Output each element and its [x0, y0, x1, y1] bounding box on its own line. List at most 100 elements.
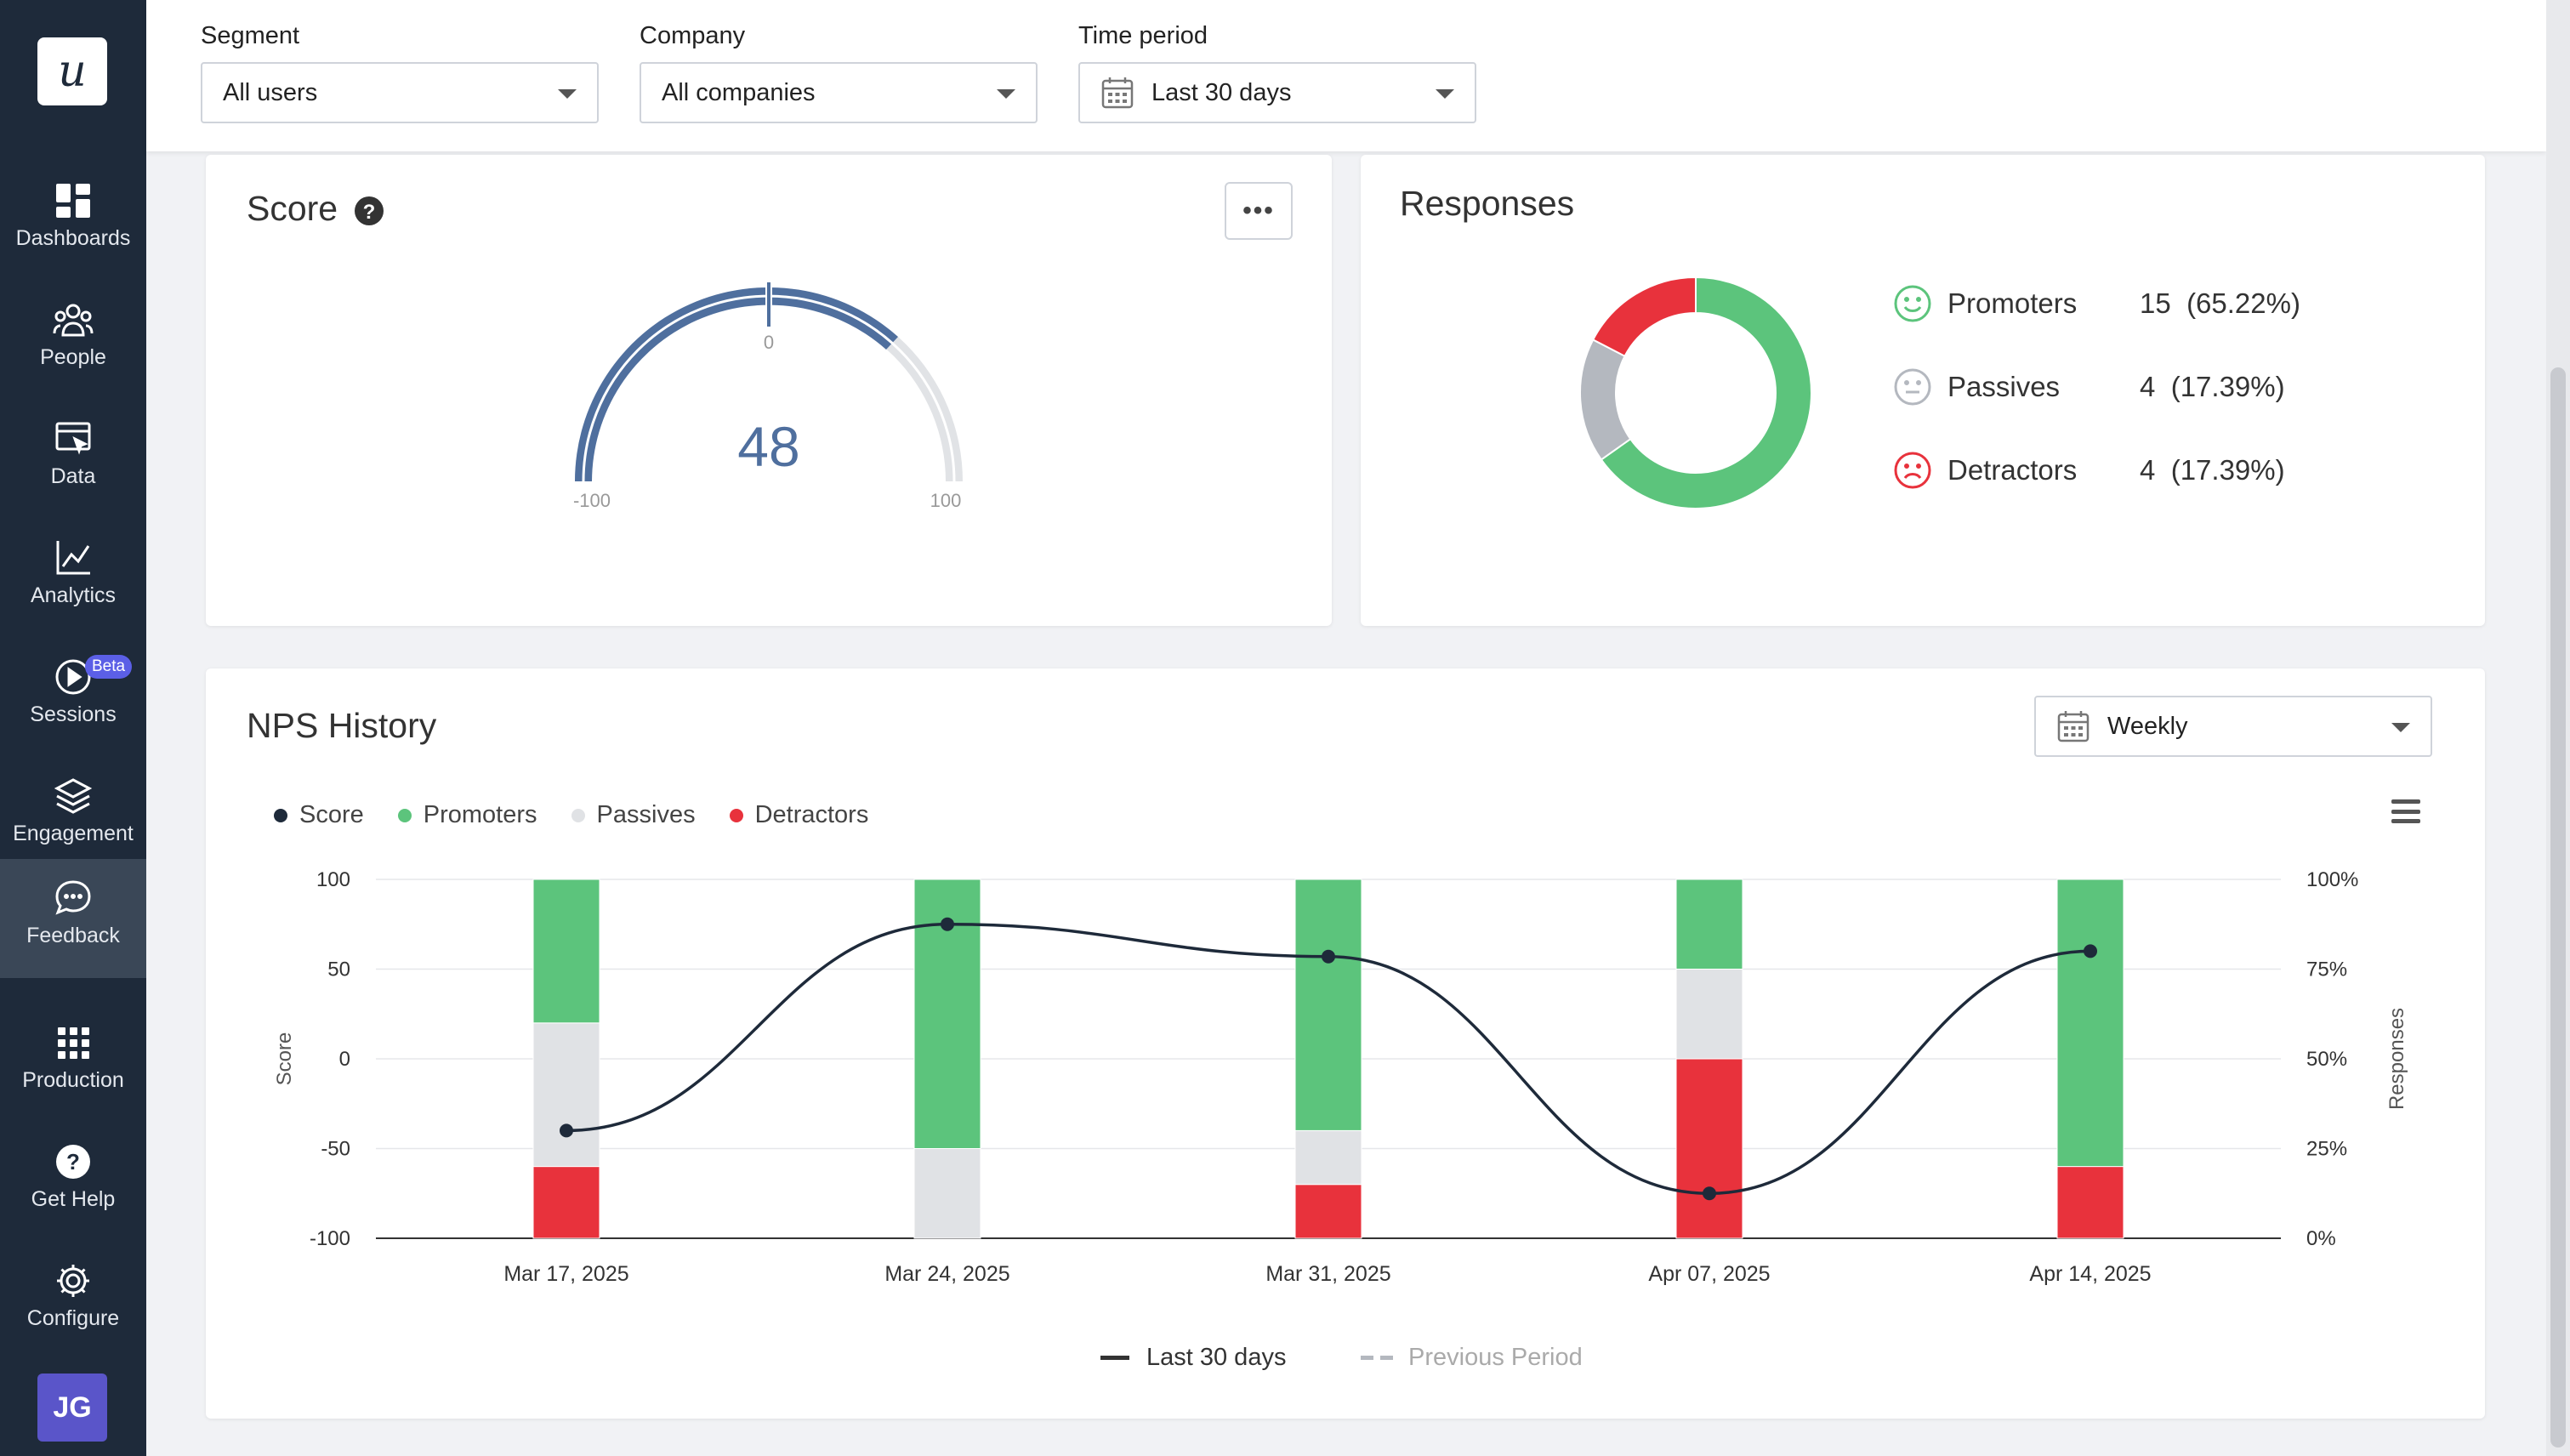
sidebar-item-label: Engagement [13, 822, 134, 845]
company-filter: Company All companies [640, 22, 1038, 123]
data-icon [55, 422, 91, 455]
x-tick-label: Mar 31, 2025 [1265, 1262, 1390, 1286]
bar-promoters[interactable] [2056, 879, 2124, 1168]
sidebar-item-label: Production [22, 1068, 124, 1092]
segment-filter: Segment All users [201, 22, 599, 123]
x-tick-label: Apr 14, 2025 [2029, 1262, 2151, 1286]
help-icon[interactable]: ? [354, 196, 384, 226]
time-period-select[interactable]: Last 30 days [1078, 62, 1476, 123]
sidebar-item-get-help[interactable]: ? Get Help [0, 1123, 146, 1242]
gauge-mid-label: 0 [764, 332, 774, 353]
y-tick-label: 50 [327, 958, 350, 981]
sidebar-item-label: Sessions [30, 702, 117, 726]
sidebar-item-production[interactable]: Production [0, 1004, 146, 1123]
chat-icon [55, 880, 91, 915]
legend-name: Detractors [1947, 454, 2078, 486]
calendar-icon [1101, 77, 1134, 109]
score-point[interactable] [560, 1123, 573, 1138]
gear-icon [57, 1265, 89, 1297]
bar-detractors[interactable] [1675, 1058, 1743, 1239]
legend-item-score[interactable]: Score [274, 801, 364, 829]
legend-item-passives[interactable]: Passives [571, 801, 696, 829]
sidebar-item-label: Get Help [31, 1187, 116, 1211]
people-icon [53, 304, 94, 337]
legend-previous-period[interactable]: Previous Period [1361, 1344, 1583, 1372]
sidebar-item-analytics[interactable]: Analytics [0, 519, 146, 638]
sidebar-item-people[interactable]: People [0, 281, 146, 400]
score-point[interactable] [1322, 949, 1335, 964]
bar-passives[interactable] [1675, 969, 1743, 1060]
grid-icon [58, 1027, 89, 1059]
donut-slice-promoters[interactable] [1600, 276, 1812, 509]
score-gauge: 0 48 -100 100 [573, 281, 963, 511]
score-point[interactable] [2084, 944, 2097, 958]
scrollbar-thumb[interactable] [2550, 367, 2566, 1447]
legend-item-detractors[interactable]: Detractors [729, 801, 868, 829]
legend-passives: Passives 4 (17.39%) [1893, 367, 2327, 407]
legend-detractors: Detractors 4 (17.39%) [1893, 451, 2327, 490]
legend-name: Promoters [1947, 287, 2078, 319]
calendar-icon [2057, 711, 2090, 742]
bar-passives[interactable] [1294, 1129, 1362, 1186]
sidebar-item-feedback[interactable]: Feedback [0, 859, 146, 978]
segment-select[interactable]: All users [201, 62, 599, 123]
gauge-min-label: -100 [573, 490, 611, 511]
company-value: All companies [662, 78, 816, 106]
time-period-filter: Time period Last 30 days [1078, 22, 1476, 123]
sidebar-item-label: People [40, 345, 106, 369]
sidebar-item-label: Configure [26, 1306, 120, 1330]
score-title: Score [247, 189, 338, 228]
x-tick-label: Mar 17, 2025 [503, 1262, 628, 1286]
score-point[interactable] [1703, 1186, 1716, 1201]
donut-slice-detractors[interactable] [1591, 276, 1697, 358]
sidebar-item-sessions[interactable]: Beta Sessions [0, 638, 146, 757]
x-tick-label: Apr 07, 2025 [1648, 1262, 1770, 1286]
chevron-down-icon [558, 89, 577, 99]
bar-promoters[interactable] [1675, 879, 1743, 970]
chart-menu-icon[interactable] [2391, 799, 2420, 823]
y-tick-label: -100 [310, 1227, 350, 1250]
company-select[interactable]: All companies [640, 62, 1038, 123]
interval-value: Weekly [2107, 712, 2188, 740]
bar-passives[interactable] [532, 1022, 600, 1168]
bar-detractors[interactable] [1294, 1184, 1362, 1239]
more-options-button[interactable]: ••• [1225, 182, 1293, 240]
svg-text:?: ? [66, 1149, 80, 1174]
segment-label: Segment [201, 22, 300, 49]
y2-tick-label: 25% [2306, 1138, 2347, 1161]
svg-text:?: ? [363, 201, 376, 224]
chevron-down-icon [2391, 723, 2410, 732]
y-tick-label: 0 [339, 1048, 350, 1071]
sidebar-item-data[interactable]: Data [0, 400, 146, 519]
time-period-value: Last 30 days [1151, 78, 1292, 106]
avatar[interactable]: JG [37, 1374, 107, 1442]
sidebar-item-configure[interactable]: Configure [0, 1242, 146, 1361]
app-logo[interactable]: u [37, 37, 107, 105]
responses-title: Responses [1400, 184, 1575, 223]
neutral-face-icon [1894, 368, 1931, 406]
y-tick-label: -50 [321, 1138, 350, 1161]
y-tick-label: 100 [316, 868, 350, 891]
y-axis-label: Score [273, 1032, 296, 1086]
sidebar-item-label: Data [50, 464, 96, 488]
chart-legend: Score Promoters Passives Detractors [274, 801, 902, 829]
company-label: Company [640, 22, 746, 49]
sidebar-item-engagement[interactable]: Engagement [0, 757, 146, 876]
analytics-icon [56, 541, 90, 575]
chevron-down-icon [997, 89, 1015, 99]
segment-value: All users [223, 78, 318, 106]
legend-last-30-days[interactable]: Last 30 days [1100, 1344, 1286, 1372]
interval-select[interactable]: Weekly [2034, 696, 2432, 757]
nps-history-title: NPS History [247, 706, 437, 745]
bar-passives[interactable] [913, 1148, 981, 1239]
score-point[interactable] [941, 917, 954, 931]
bar-promoters[interactable] [1294, 879, 1362, 1131]
legend-item-promoters[interactable]: Promoters [397, 801, 537, 829]
sidebar-item-dashboards[interactable]: Dashboards [0, 162, 146, 281]
y2-tick-label: 75% [2306, 958, 2347, 981]
bar-promoters[interactable] [532, 879, 600, 1024]
bar-detractors[interactable] [532, 1166, 600, 1239]
bar-detractors[interactable] [2056, 1166, 2124, 1239]
score-line [566, 922, 2091, 1196]
